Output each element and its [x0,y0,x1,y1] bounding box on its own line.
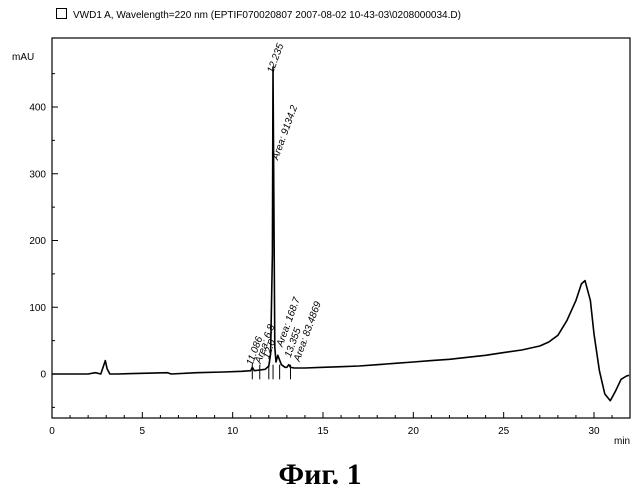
chart-ticks: 0 100 200 300 400 0 5 10 15 20 25 30 [29,74,612,437]
y-tick-label: 200 [29,236,46,247]
chromatogram-trace-layer [52,67,629,401]
y-tick-label: 400 [29,103,46,114]
x-tick-label: 30 [588,426,600,437]
figure-caption: Фиг. 1 [0,458,640,492]
y-axis-label: mAU [12,52,34,63]
peak-annotations: 11.086Area: 6.812.012.235Area: 9134.2Are… [245,42,324,367]
x-axis-label: min [614,436,630,447]
x-tick-label: 25 [498,426,510,437]
x-tick-label: 0 [49,426,55,437]
chart-axes: mAU min [12,38,630,447]
chromatogram-trace [52,67,629,401]
plot-frame [52,38,630,418]
chromatogram-chart: mAUmin 0100200300400051015202530 11.086A… [0,0,640,450]
x-tick-label: 5 [140,426,146,437]
y-tick-label: 300 [29,169,46,180]
peak-annotation: Area: 9134.2 [270,103,300,162]
x-tick-label: 15 [317,426,329,437]
y-tick-label: 100 [29,303,46,314]
x-tick-label: 10 [227,426,239,437]
x-tick-label: 20 [408,426,420,437]
y-tick-label: 0 [40,370,46,381]
peak-annotation: 12.235 [266,42,287,75]
